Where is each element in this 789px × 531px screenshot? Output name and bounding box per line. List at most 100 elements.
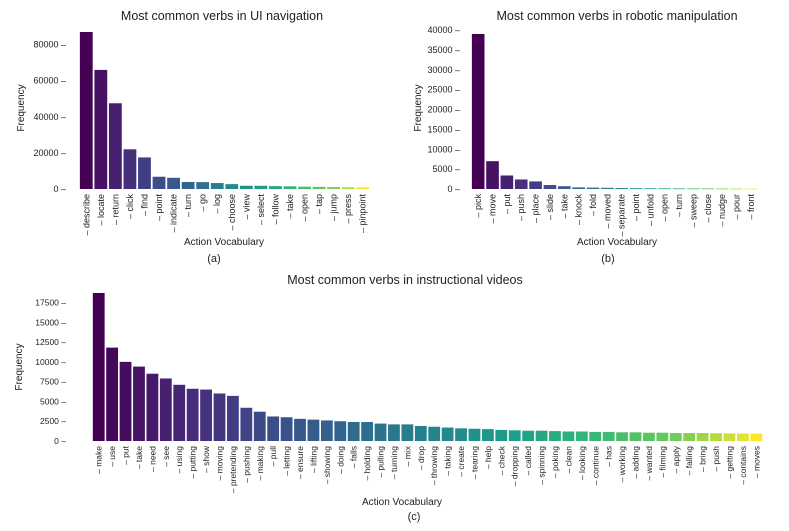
bar-lifting: [307, 419, 320, 441]
x-tick-label: – see: [161, 446, 171, 467]
y-axis-label-c: Frequency: [14, 343, 25, 390]
bar-ensure: [294, 418, 306, 441]
x-tick-label: – tearing: [469, 446, 479, 479]
y-tick-label: 20000 –: [427, 105, 460, 115]
y-tick-label: 5000 –: [432, 164, 460, 174]
x-tick-label: – pulling: [376, 446, 386, 478]
bar-point: [629, 188, 643, 189]
x-tick-label: – describe: [81, 194, 91, 236]
x-tick-label: – letting: [282, 446, 292, 476]
bar-take: [133, 366, 145, 441]
bar-moving: [213, 393, 226, 441]
y-tick-label: 40000 –: [427, 25, 460, 35]
y-tick-label: 17500 –: [35, 297, 66, 307]
y-axis-label-a: Frequency: [16, 84, 27, 131]
bar-sweep: [687, 188, 700, 190]
bar-take: [557, 186, 571, 189]
x-tick-label: – taking: [443, 446, 453, 476]
bar-take: [283, 186, 297, 189]
x-tick-label: – return: [110, 194, 120, 225]
x-tick-label: – point: [631, 194, 641, 222]
x-tick-label: – separate: [617, 194, 627, 237]
y-tick-label: 0 –: [53, 184, 66, 194]
bar-describe: [79, 32, 93, 189]
x-tick-label: – has: [604, 446, 614, 467]
x-tick-label: – adding: [631, 446, 641, 479]
bar-using: [173, 384, 186, 441]
bar-continue: [589, 431, 602, 441]
bar-pulling: [374, 423, 387, 441]
bar-showing: [320, 420, 333, 441]
bar-putting: [186, 388, 199, 441]
x-tick-label: – pour: [731, 194, 741, 220]
y-tick-label: 40000 –: [33, 112, 66, 122]
bar-put: [500, 175, 514, 189]
bar-jump: [327, 187, 341, 189]
x-tick-label: – bring: [698, 446, 708, 472]
bar-pretending: [227, 395, 239, 441]
bar-make: [92, 293, 105, 441]
x-tick-label: – turn: [183, 194, 193, 217]
chart-panel-ui-navigation: Most common verbs in UI navigation Frequ…: [16, 9, 370, 265]
bar-doing: [334, 421, 347, 441]
x-tick-label: – view: [241, 194, 251, 220]
x-tick-label: – follow: [270, 193, 280, 224]
bar-point: [152, 176, 166, 189]
y-tick-label: 10000 –: [35, 357, 66, 367]
y-tick-label: 80000 –: [33, 40, 66, 50]
x-tick-label: – wanted: [644, 446, 654, 481]
x-tick-label: – falling: [684, 446, 694, 476]
bar-turn: [672, 188, 686, 190]
bar-pushing: [240, 407, 253, 441]
bar-throwing: [428, 426, 441, 441]
y-tick-label: 5000 –: [40, 396, 66, 406]
bar-push: [514, 179, 528, 189]
x-tick-label: – making: [255, 446, 265, 481]
y-tick-label: 7500 –: [40, 377, 66, 387]
x-tick-label: – help: [483, 446, 493, 469]
x-tick-label: – called: [523, 446, 533, 476]
y-tick-label: 25000 –: [427, 85, 460, 95]
bar-open: [658, 188, 672, 190]
x-tick-label: – continue: [590, 446, 600, 485]
x-tick-label: – holding: [362, 446, 372, 481]
bar-falling: [683, 433, 696, 441]
x-tick-label: – contains: [738, 446, 748, 485]
x-tick-label: – pinpoint: [358, 194, 368, 234]
y-axis-label-b: Frequency: [413, 84, 424, 131]
bar-clean: [562, 431, 575, 441]
bar-open: [298, 186, 311, 189]
bar-place: [529, 181, 542, 189]
y-tick-label: 10000 –: [427, 144, 460, 154]
bar-follow: [269, 186, 282, 189]
bar-contains: [736, 433, 749, 441]
y-tick-label: 35000 –: [427, 45, 460, 55]
bar-adding: [629, 432, 642, 441]
x-tick-label: – take: [285, 194, 295, 219]
bar-go: [196, 182, 210, 189]
bar-moved: [601, 187, 614, 189]
x-tick-label: – working: [617, 446, 627, 483]
chart-title-a: Most common verbs in UI navigation: [121, 9, 323, 23]
x-tick-label: – open: [660, 194, 670, 222]
x-tick-label: – close: [703, 194, 713, 223]
x-tick-label: – take: [559, 194, 569, 219]
x-tick-label: – turning: [389, 446, 399, 479]
chart-panel-instructional-videos: Most common verbs in instructional video…: [14, 273, 763, 523]
x-tick-label: – tap: [314, 194, 324, 214]
x-tick-label: – slide: [545, 194, 555, 220]
bar-apply: [669, 433, 682, 441]
bar-put: [119, 361, 132, 441]
bar-filming: [656, 432, 669, 441]
x-tick-label: – dropping: [510, 446, 520, 486]
chart-title-b: Most common verbs in robotic manipulatio…: [496, 9, 737, 23]
bar-pour: [730, 188, 743, 190]
caption-c: (c): [408, 511, 421, 523]
x-tick-label: – moving: [214, 446, 224, 481]
bar-create: [455, 428, 467, 441]
x-tick-label: – pick: [473, 194, 483, 218]
x-tick-label: – sweep: [688, 194, 698, 228]
x-tick-label: – take: [134, 446, 144, 469]
x-tick-label: – make: [94, 446, 104, 474]
x-tick-label: – unfold: [645, 194, 655, 226]
